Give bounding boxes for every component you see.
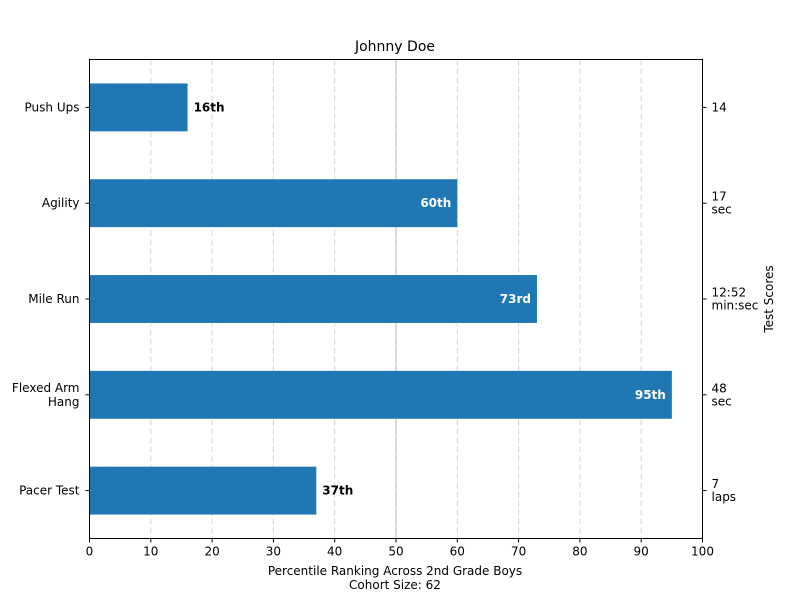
score-label-4: 7	[712, 477, 720, 491]
category-label-3: Hang	[48, 395, 80, 409]
x-tick-label: 70	[511, 545, 526, 559]
chart-title: Johnny Doe	[354, 39, 435, 55]
right-axis-label: Test Scores	[762, 265, 776, 333]
category-label-4: Pacer Test	[19, 484, 80, 498]
bar-value-label-0: 16th	[194, 100, 225, 114]
category-label-3: Flexed Arm	[12, 381, 80, 395]
x-axis-ticks: 0 10 20 30 40 50 60 70 80 90 100	[86, 538, 714, 559]
x-tick-label: 80	[572, 545, 587, 559]
x-tick-label: 20	[204, 545, 219, 559]
x-tick-label: 40	[327, 545, 342, 559]
score-label-2: 12:52	[712, 286, 747, 300]
bar-2	[89, 275, 537, 323]
bar-3	[89, 370, 672, 419]
score-label-3: 48	[712, 381, 727, 395]
x-tick-label: 10	[143, 545, 158, 559]
score-label-2: min:sec	[712, 299, 759, 313]
score-label-3: sec	[712, 394, 732, 408]
category-label-2: Mile Run	[28, 292, 79, 306]
x-tick-label: 100	[691, 545, 714, 559]
bar-value-label-3: 95th	[635, 388, 666, 402]
x-axis-label-line-1: Percentile Ranking Across 2nd Grade Boys	[268, 564, 522, 578]
score-label-0: 14	[712, 100, 727, 114]
score-label-1: sec	[712, 203, 732, 217]
bar-value-label-2: 73rd	[500, 292, 531, 306]
score-label-4: laps	[712, 490, 737, 504]
bar-value-label-4: 37th	[322, 484, 353, 498]
x-tick-label: 50	[388, 545, 403, 559]
bar-4	[89, 466, 317, 515]
bar-1	[89, 179, 458, 228]
category-label-0: Push Ups	[25, 100, 80, 114]
x-axis-label-line-2: Cohort Size: 62	[349, 578, 441, 592]
category-label-1: Agility	[42, 196, 80, 210]
x-tick-label: 60	[450, 545, 465, 559]
x-tick-label: 90	[634, 545, 649, 559]
x-tick-label: 0	[86, 545, 94, 559]
score-label-1: 17	[712, 190, 727, 204]
bar-0	[89, 83, 188, 132]
x-tick-label: 30	[266, 545, 281, 559]
bar-value-label-1: 60th	[420, 196, 451, 210]
bars: 16th 60th 73rd 95th 37th	[89, 83, 672, 515]
